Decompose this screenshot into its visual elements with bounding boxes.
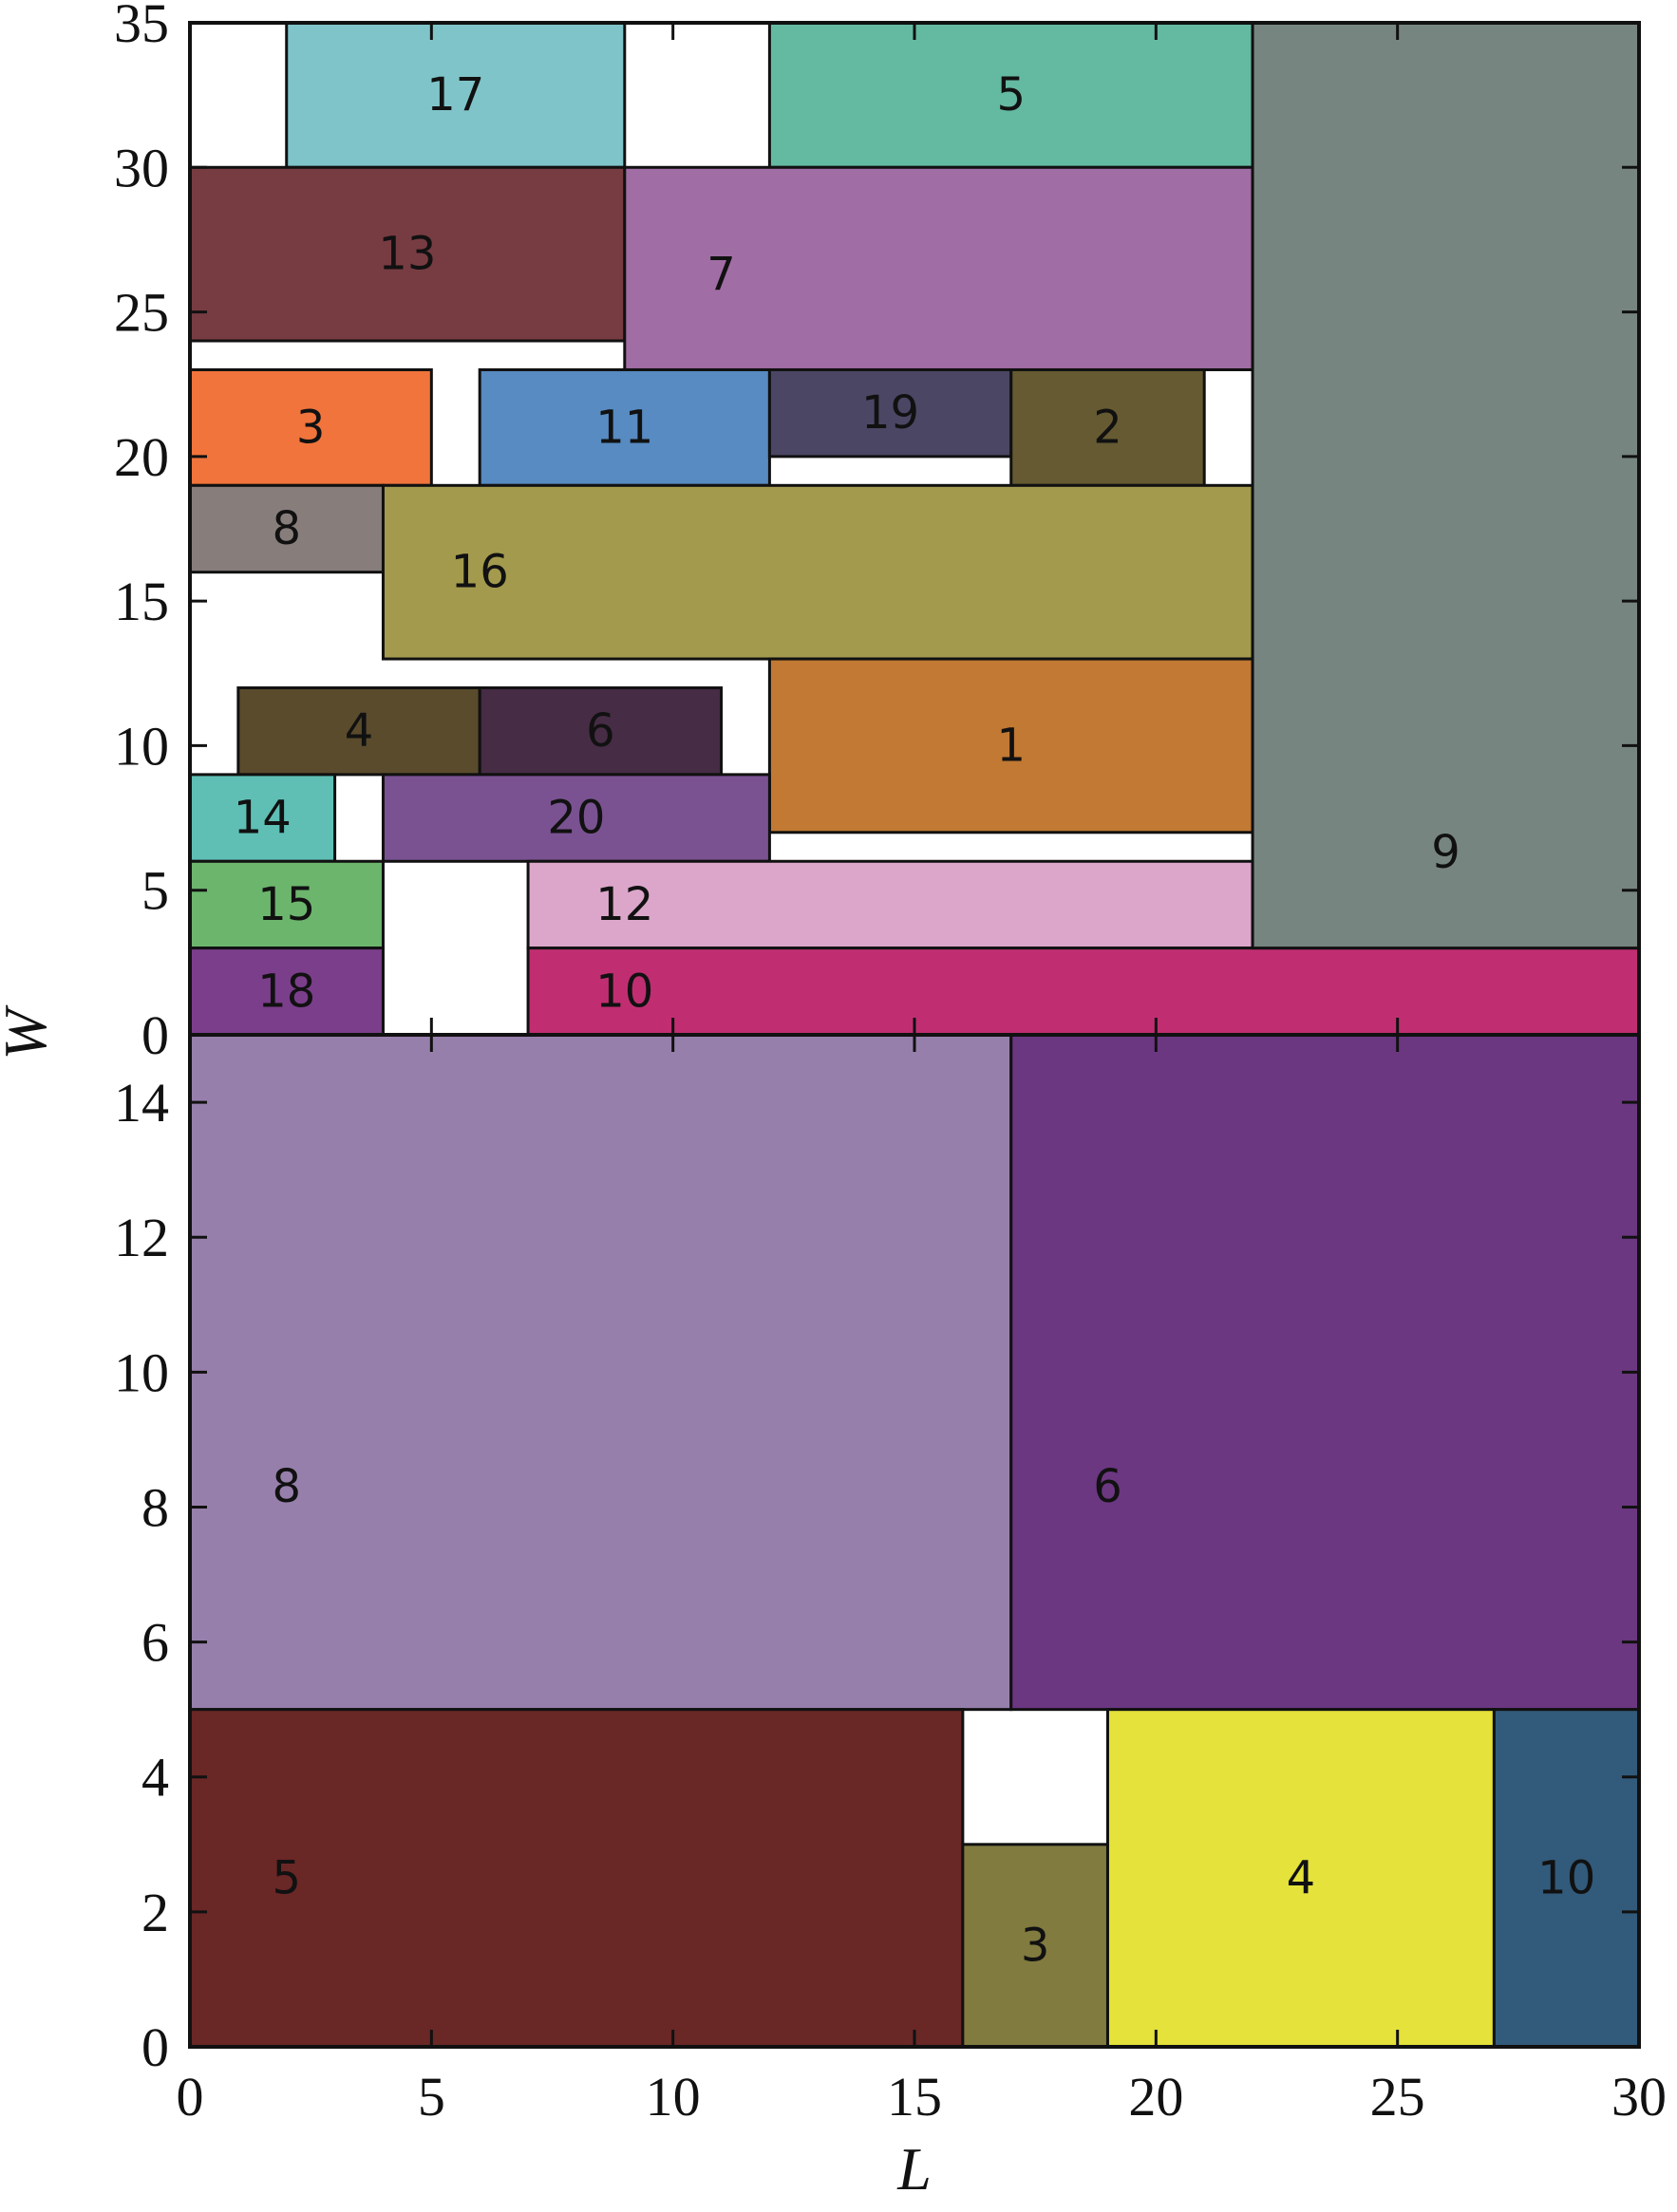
packed-rect-1 [767,657,1254,834]
rect-label-13: 13 [378,228,436,281]
packed-rect-7 [623,165,1254,371]
rect-label-17: 17 [426,68,484,122]
rect-label-6: 6 [586,704,615,758]
y-tick-label: 4 [141,1747,169,1809]
y-tick-label: 8 [141,1476,169,1538]
y-tick-label: 10 [114,715,169,777]
x-tick-label: 30 [1611,2066,1667,2128]
packed-rect-20 [381,773,771,863]
packed-rect-17 [285,21,627,169]
y-tick-label: 12 [114,1207,169,1268]
y-tick-label: 35 [114,0,169,54]
x-tick-label: 10 [646,2066,701,2128]
packed-rect-15 [188,859,385,950]
x-axis: 0 5 10 15 20 25 30 [177,2066,1668,2128]
packed-rect-9 [1251,21,1641,950]
y-tick-label: 0 [141,1004,169,1066]
rect-label-19: 19 [861,386,919,440]
y-tick-label: 15 [114,571,169,632]
y-tick-label: 6 [141,1612,169,1674]
rect-label-3: 3 [296,401,326,454]
rect-label-1: 1 [996,719,1026,772]
rect-label-11: 11 [595,401,653,454]
packed-rect-4 [236,686,481,777]
x-tick-label: 25 [1370,2066,1425,2128]
rect-label-8: 8 [272,1460,301,1513]
y-tick-label: 14 [114,1072,169,1134]
bottom-panel: 8 6 5 3 4 10 0 2 4 6 8 10 12 14 [114,1033,1641,2078]
packed-rect-18 [188,947,385,1037]
rect-label-14: 14 [234,792,292,845]
y-tick-label: 30 [114,137,169,198]
y-tick-label: 25 [114,282,169,344]
rect-label-4: 4 [1287,1851,1316,1904]
rect-label-3: 3 [1021,1919,1050,1972]
x-tick-label: 5 [418,2066,445,2128]
packed-rect-2 [1009,367,1206,487]
packed-rect-10 [526,947,1641,1037]
x-tick-label: 0 [177,2066,204,2128]
rect-label-9: 9 [1431,826,1460,879]
packed-rect-5 [188,1708,965,2049]
packed-rect-12 [526,859,1254,950]
rect-label-7: 7 [707,248,736,301]
rect-label-5: 5 [272,1851,301,1904]
y-tick-label: 5 [141,860,169,922]
rect-label-5: 5 [996,68,1026,122]
rect-label-18: 18 [257,965,315,1018]
packed-rect-16 [381,483,1254,661]
rect-label-20: 20 [547,792,605,845]
y-axis-title: W [0,1004,59,1060]
y-tick-label: 10 [114,1341,169,1403]
rect-label-15: 15 [257,878,315,931]
rect-label-8: 8 [272,502,301,555]
packed-rect-13 [188,165,627,343]
x-axis-title: L [896,2135,932,2203]
y-tick-label: 20 [114,426,169,488]
rect-label-16: 16 [451,546,509,599]
rect-label-4: 4 [345,704,374,758]
rect-label-2: 2 [1093,401,1122,454]
x-tick-label: 20 [1128,2066,1183,2128]
rect-label-6: 6 [1093,1460,1122,1513]
rect-label-12: 12 [595,878,653,931]
x-tick-label: 15 [887,2066,942,2128]
y-tick-label: 0 [141,2016,169,2078]
packed-rect-6 [1009,1033,1641,1712]
packed-rect-8 [188,1033,1013,1712]
rect-label-10: 10 [595,965,653,1018]
y-tick-label: 2 [141,1882,169,1943]
rect-label-10: 10 [1537,1851,1595,1904]
